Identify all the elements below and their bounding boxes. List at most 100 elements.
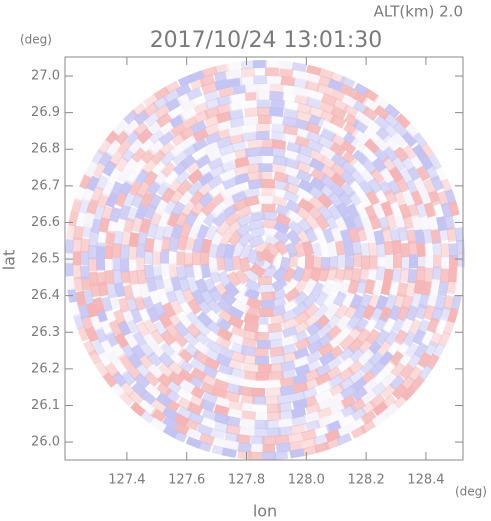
texture-cell [107,150,124,168]
texture-cell [220,151,237,165]
texture-cell [191,137,209,153]
texture-cell [380,200,395,218]
texture-cell [127,256,138,271]
texture-cell [269,313,286,326]
texture-cell [148,128,165,145]
texture-cell [101,371,118,389]
texture-cell [92,161,107,179]
texture-cell [328,255,339,271]
texture-cell [378,350,395,368]
texture-cell [295,151,312,166]
texture-cell [181,115,199,131]
texture-cell [131,381,148,398]
texture-cell [123,332,139,349]
texture-cell [376,253,387,269]
texture-cell [65,224,76,240]
texture-cell [111,119,128,136]
texture-cell [200,381,217,396]
texture-cell [335,201,351,219]
texture-cell [265,379,281,390]
texture-cell [196,311,213,328]
texture-cell [388,304,402,322]
texture-cell [317,266,330,283]
texture-cell [351,240,363,256]
texture-cell [337,357,355,373]
texture-cell [178,378,196,394]
texture-cell [239,256,251,273]
texture-cell [204,223,219,241]
texture-cell [368,361,386,378]
subtitle: ALT(km) 2.0 [374,3,463,21]
texture-cell [348,347,366,364]
texture-cell [174,83,192,98]
texture-cell [117,390,135,408]
texture-cell [159,341,176,358]
texture-cell [351,377,368,393]
texture-cell [247,234,265,249]
texture-cell [210,436,227,449]
texture-cell [122,119,139,137]
texture-cell [226,270,242,288]
texture-cell [150,417,168,433]
texture-cell [386,339,403,357]
texture-cell [351,386,369,402]
texture-cell [287,219,304,236]
texture-cell [117,204,131,221]
texture-cell [190,119,208,135]
texture-cell [199,263,212,279]
texture-cell [256,339,271,350]
texture-cell [369,393,386,410]
texture-cell [291,60,308,73]
texture-cell [227,76,243,88]
texture-cell [247,162,263,174]
texture-cell [158,130,175,147]
texture-cell [223,281,240,298]
texture-cell [327,191,344,209]
texture-cell [283,100,299,112]
texture-cell [176,179,193,196]
texture-cell [136,128,154,145]
texture-cell [250,435,265,446]
texture-cell [179,222,193,239]
texture-cell [293,346,310,361]
texture-cell [134,168,150,186]
texture-cell [187,168,205,185]
texture-cell [143,111,161,128]
x-tick-label: 127.8 [228,473,265,488]
texture-cell [84,326,99,343]
texture-cell [313,303,330,320]
texture-cell [161,406,179,422]
texture-cell [412,131,429,149]
texture-cell [337,190,353,208]
texture-cell [275,442,291,453]
texture-cell [280,308,297,323]
texture-cell [270,130,286,142]
texture-cell [206,309,223,326]
texture-cell [90,148,106,166]
texture-cell [374,328,391,346]
texture-cell [334,303,350,321]
texture-cell [340,139,357,155]
texture-cell [249,262,267,278]
texture-cell [430,229,442,245]
texture-cell [142,92,159,108]
texture-cell [259,248,276,264]
texture-cell [337,423,355,438]
texture-cell [388,350,405,368]
texture-cell [174,169,191,186]
texture-cell [277,409,293,421]
texture-cell [258,162,273,173]
texture-cell [206,174,224,190]
texture-cell [264,66,280,77]
texture-cell [194,277,209,295]
texture-cell [308,195,325,212]
texture-cell [319,145,337,161]
texture-cell [349,293,364,311]
texture-cell [192,237,204,254]
texture-cell [274,434,290,445]
texture-cell [158,351,175,368]
texture-cell [104,361,120,379]
texture-cell [284,287,301,303]
texture-cell [343,241,355,257]
texture-cell [157,362,174,379]
